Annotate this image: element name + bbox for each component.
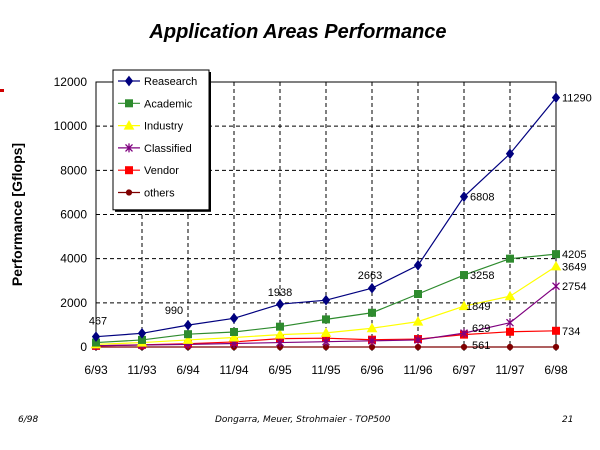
- point-reasearch: [551, 92, 561, 103]
- y-tick-label: 4000: [60, 252, 87, 266]
- point-industry: [320, 327, 332, 337]
- x-tick-label: 11/96: [403, 363, 432, 377]
- point-reasearch: [459, 191, 469, 202]
- x-tick-label: 11/93: [127, 363, 156, 377]
- slide-edge-marker: [0, 89, 4, 92]
- x-tick-label: 6/94: [176, 363, 200, 377]
- point-reasearch: [321, 294, 331, 306]
- point-industry: [366, 322, 378, 333]
- legend-label-academic: Academic: [144, 98, 193, 110]
- point-classified: [322, 337, 330, 347]
- y-tick-label: 6000: [60, 208, 87, 222]
- chart: Application Areas Performance Performance…: [9, 21, 592, 377]
- point-classified: [552, 281, 560, 291]
- point-academic: [506, 254, 514, 263]
- point-academic: [414, 290, 422, 298]
- x-tick-label: 11/95: [311, 363, 340, 377]
- point-classified: [276, 338, 284, 348]
- point-industry: [412, 316, 424, 326]
- point-industry: [550, 260, 562, 271]
- point-academic: [322, 315, 330, 324]
- point-others: [460, 343, 468, 351]
- data-label: 990: [165, 305, 183, 317]
- point-classified: [506, 318, 514, 328]
- legend-marker-industry: [123, 120, 135, 130]
- point-classified: [414, 335, 422, 345]
- point-reasearch: [505, 148, 515, 160]
- point-vendor: [506, 327, 514, 336]
- point-reasearch: [275, 298, 285, 310]
- legend-marker-academic: [125, 99, 133, 108]
- point-reasearch: [137, 327, 147, 339]
- data-label: 467: [89, 316, 107, 328]
- footer-authors: Dongarra, Meuer, Strohmaier - TOP500: [215, 415, 391, 425]
- point-reasearch: [413, 259, 423, 271]
- point-academic: [184, 330, 192, 339]
- data-label: 11290: [562, 93, 592, 105]
- data-label: 2663: [358, 270, 382, 282]
- point-industry: [182, 334, 194, 344]
- data-label: 629: [472, 323, 490, 335]
- x-tick-label: 6/95: [268, 363, 292, 377]
- legend-label-classified: Classified: [144, 143, 192, 155]
- legend-box: [112, 69, 210, 211]
- point-reasearch: [367, 282, 377, 294]
- data-label: 3258: [470, 270, 494, 282]
- chart-title: Application Areas Performance: [148, 21, 446, 43]
- data-label: 2754: [562, 281, 586, 293]
- x-tick-label: 11/94: [219, 363, 248, 377]
- y-tick-label: 0: [80, 340, 87, 354]
- point-reasearch: [229, 312, 239, 324]
- point-academic: [368, 308, 376, 317]
- legend-marker-classified: [125, 143, 133, 153]
- point-academic: [276, 322, 284, 331]
- point-industry: [504, 290, 516, 301]
- point-classified: [368, 336, 376, 346]
- point-academic: [460, 271, 468, 280]
- x-tick-label: 11/97: [495, 363, 524, 377]
- legend-label-reasearch: Reasearch: [144, 76, 197, 88]
- data-label: 1849: [466, 301, 490, 313]
- y-tick-label: 8000: [60, 163, 87, 177]
- data-label: 561: [472, 340, 490, 352]
- point-reasearch: [91, 331, 101, 343]
- x-tick-label: 6/97: [452, 363, 476, 377]
- y-tick-label: 2000: [60, 296, 87, 310]
- legend-label-vendor: Vendor: [144, 165, 179, 177]
- y-axis-label: Performance [Gflops]: [9, 143, 25, 286]
- point-academic: [230, 327, 238, 336]
- point-reasearch: [183, 319, 193, 331]
- x-tick-label: 6/93: [84, 363, 108, 377]
- data-label: 4205: [562, 249, 586, 261]
- point-academic: [552, 250, 560, 259]
- x-tick-label: 6/96: [360, 363, 384, 377]
- point-others: [506, 343, 514, 351]
- point-others: [552, 343, 560, 351]
- legend-label-industry: Industry: [144, 121, 184, 133]
- legend-marker-reasearch: [124, 75, 134, 87]
- data-label: 3649: [562, 261, 586, 273]
- x-tick-label: 6/98: [544, 363, 568, 377]
- legend-marker-others: [125, 189, 133, 196]
- data-label: 734: [562, 326, 580, 338]
- point-industry: [274, 329, 286, 339]
- footer-page-number: 21: [562, 415, 574, 425]
- data-label: 6808: [470, 192, 494, 204]
- point-industry: [228, 331, 240, 342]
- y-tick-label: 12000: [54, 75, 88, 89]
- point-others: [414, 343, 422, 351]
- point-industry: [458, 300, 470, 311]
- point-vendor: [552, 326, 560, 335]
- legend-label-others: others: [144, 188, 175, 200]
- legend-marker-vendor: [125, 166, 133, 175]
- y-tick-label: 10000: [54, 119, 88, 133]
- point-classified: [460, 328, 468, 338]
- data-label: 1938: [268, 287, 292, 299]
- footer-date: 6/98: [18, 415, 39, 425]
